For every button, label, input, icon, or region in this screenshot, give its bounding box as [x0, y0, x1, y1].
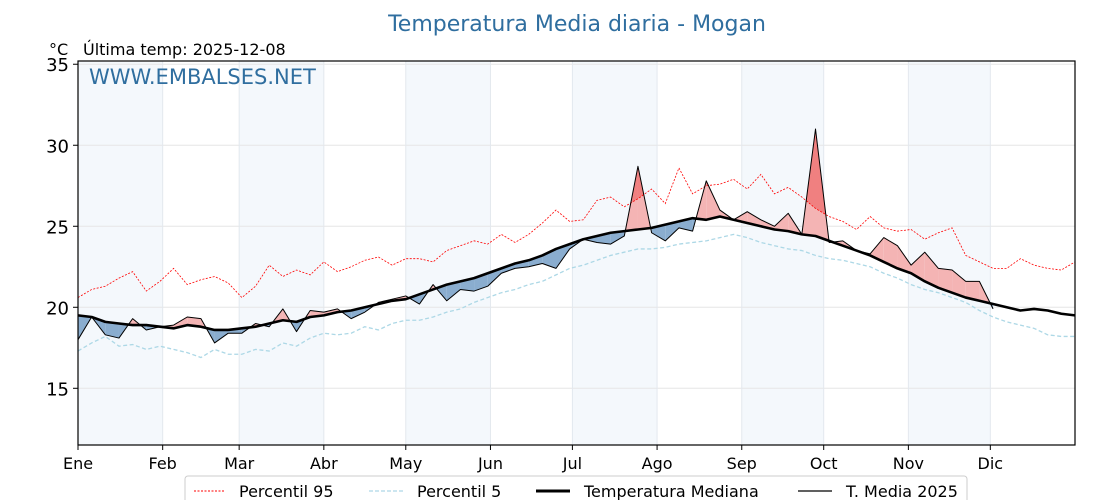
legend-2025-label: T. Media 2025 — [845, 482, 958, 500]
deviation-fills — [78, 129, 994, 343]
y-tick-label: 15 — [46, 379, 69, 400]
fill-above-median — [897, 245, 912, 274]
x-tick-label: Ene — [63, 454, 93, 473]
series-line-temperatura-mediana — [77, 215, 1076, 332]
fill-below-median — [409, 294, 420, 305]
fill-above-median — [774, 213, 789, 232]
month-shading — [78, 61, 991, 445]
x-tick-label: Abr — [310, 454, 338, 473]
x-tick-label: Jul — [562, 454, 582, 473]
y-axis: 15 20 25 30 35 — [46, 55, 78, 400]
fill-below-median — [610, 231, 625, 245]
x-tick-label: Jun — [477, 454, 503, 473]
month-band — [572, 61, 658, 445]
fill-below-median — [665, 221, 679, 241]
fill-below-median — [214, 329, 229, 343]
y-tick-label: 30 — [46, 136, 69, 157]
fill-above-median — [883, 237, 898, 269]
fill-below-median — [542, 248, 557, 269]
month-band — [239, 61, 324, 445]
series-line-t-media-2025 — [77, 128, 994, 344]
fill-below-median — [446, 281, 461, 301]
fill-below-median — [556, 244, 570, 269]
series-line-percentil-5 — [77, 233, 1075, 359]
last-temp-label: Última temp: 2025-12-08 — [83, 40, 286, 59]
fill-above-median — [706, 180, 720, 220]
x-tick-label: Oct — [810, 454, 838, 473]
month-band — [405, 61, 491, 445]
fill-above-median — [938, 268, 953, 293]
legend-box — [184, 475, 968, 500]
legend-p95-label: Percentil 95 — [239, 482, 334, 500]
legend-median-label: Temperatura Mediana — [583, 482, 759, 500]
y-tick-label: 20 — [46, 298, 69, 319]
x-tick-label: Sep — [727, 454, 757, 473]
fill-below-median — [651, 224, 666, 241]
fill-above-median — [924, 252, 939, 288]
fill-above-median — [965, 281, 980, 301]
x-tick-label: Nov — [893, 454, 924, 473]
month-band — [741, 61, 824, 445]
y-tick-label: 35 — [46, 55, 69, 76]
x-tick-label: Mar — [224, 454, 255, 473]
series-lines — [77, 128, 1076, 359]
x-tick-label: May — [389, 454, 422, 473]
plot-frame — [77, 60, 1076, 446]
legend: Percentil 95 Percentil 5 Temperatura Med… — [184, 475, 968, 500]
fill-above-median — [952, 270, 966, 298]
month-band — [908, 61, 991, 445]
x-tick-label: Dic — [978, 454, 1004, 473]
fill-below-median — [105, 321, 119, 339]
unit-label: °C — [49, 40, 68, 59]
fill-above-median — [760, 219, 775, 230]
watermark: WWW.EMBALSES.NET — [89, 65, 316, 89]
x-tick-label: Feb — [149, 454, 177, 473]
x-tick-label: Ago — [642, 454, 673, 473]
y-tick-label: 25 — [46, 217, 69, 238]
x-axis: Ene Feb Mar Abr May Jun Jul Ago Sep Oct Nov Dic — [63, 445, 1003, 473]
chart-title: Temperatura Media diaria - Mogan — [387, 12, 766, 37]
grid-lines — [77, 61, 1075, 445]
legend-p5-label: Percentil 5 — [417, 482, 501, 500]
series-line-percentil-95 — [77, 166, 1076, 299]
month-band — [78, 61, 163, 445]
